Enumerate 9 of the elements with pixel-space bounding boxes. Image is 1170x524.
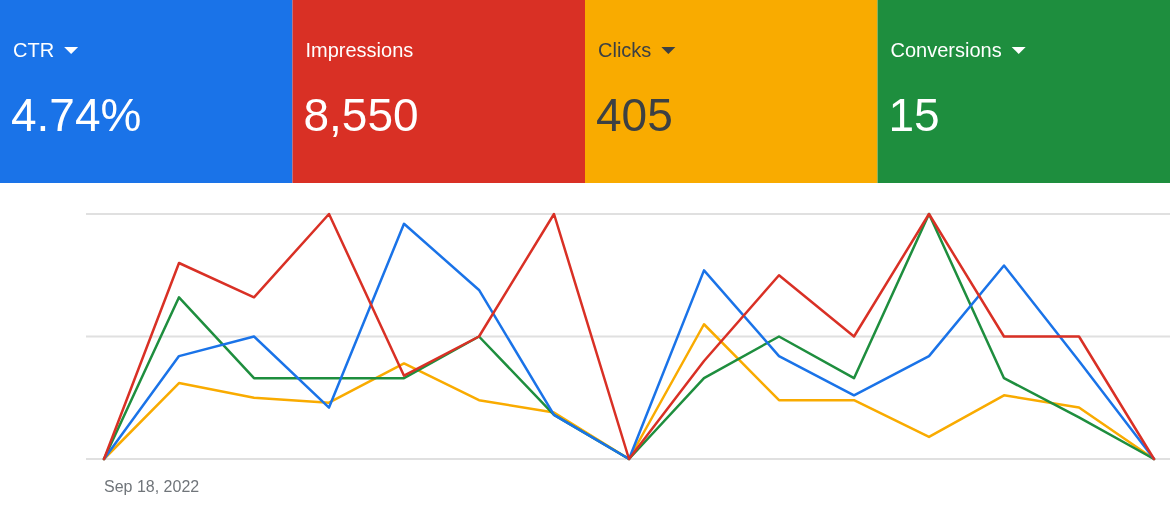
text: 15 bbox=[888, 89, 940, 141]
text: Impressions bbox=[305, 39, 414, 61]
text: Sep 18, 2022 bbox=[104, 478, 200, 495]
text: Clicks bbox=[598, 39, 652, 61]
text: CTR bbox=[13, 39, 55, 61]
text: 4.74% bbox=[11, 89, 142, 141]
text: Conversions bbox=[890, 39, 1002, 61]
text: 405 bbox=[596, 89, 673, 141]
text: 8,550 bbox=[303, 89, 419, 141]
